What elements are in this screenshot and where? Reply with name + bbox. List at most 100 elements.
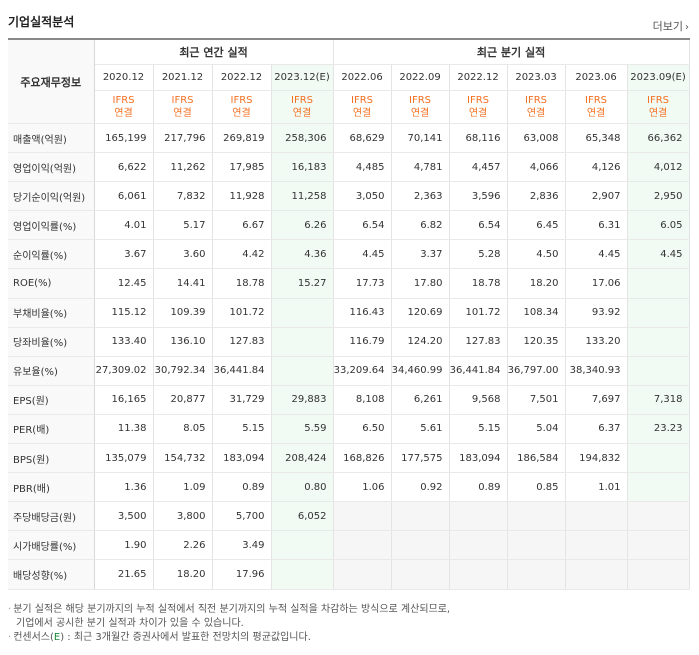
table-cell: 31,729 (212, 384, 272, 415)
table-cell: 11,928 (212, 181, 272, 212)
table-cell: 2,907 (565, 181, 628, 212)
row-label: 당좌비율(%) (8, 327, 95, 357)
table-cell: 16,165 (94, 384, 154, 415)
table-cell: 4.45 (332, 239, 392, 270)
table-cell: 136.10 (153, 327, 213, 357)
table-cell: 17.06 (565, 268, 628, 299)
table-cell (449, 559, 508, 590)
ifrs-header: IFRS 연결 (153, 90, 213, 124)
row-label: PER(배) (8, 414, 95, 445)
row-header-label: 주요재무정보 (8, 38, 95, 124)
row-label: 순이익률(%) (8, 239, 95, 270)
footnote-1-cont: 기업에서 공시한 분기 실적과 차이가 있을 수 있습니다. (16, 618, 244, 629)
period-header: 2022.09 (391, 64, 450, 91)
table-cell (391, 559, 450, 590)
table-cell (627, 472, 690, 503)
consolidated-label: 연결 (173, 108, 192, 119)
table-cell (565, 501, 628, 532)
consolidated-label: 연결 (352, 108, 372, 119)
table-cell: 4,485 (332, 152, 392, 183)
ifrs-header: IFRS 연결 (94, 90, 154, 124)
table-cell: 93.92 (565, 297, 628, 328)
table-cell (332, 559, 392, 590)
table-cell: 4,066 (507, 152, 566, 183)
table-cell: 6.54 (449, 210, 508, 241)
annual-group-header: 최근 연간 실적 (94, 38, 334, 65)
table-row: 부채비율(%) 115.12 109.39 101.72 116.43 120.69 101… (8, 297, 690, 328)
table-row: 영업이익(억원) 6,622 11,262 17,985 16,183 4,485 4,78… (8, 152, 690, 183)
table-cell: 168,826 (332, 443, 392, 474)
table-cell: 36,797.00 (507, 356, 566, 386)
table-cell: 23.23 (627, 414, 690, 445)
table-cell: 133.20 (565, 327, 628, 357)
table-cell: 5.17 (153, 210, 213, 241)
table-cell: 14.41 (153, 268, 213, 299)
table-cell: 6.50 (332, 414, 392, 445)
consolidated-label: 연결 (232, 108, 251, 119)
table-cell: 11,258 (271, 181, 334, 212)
table-cell: 9,568 (449, 384, 508, 415)
ifrs-label: IFRS (171, 95, 194, 106)
table-cell: 0.89 (449, 472, 508, 503)
table-cell: 18.78 (212, 268, 272, 299)
table-cell: 18.20 (507, 268, 566, 299)
table-cell: 186,584 (507, 443, 566, 474)
table-cell (627, 297, 690, 328)
bullet-icon: · (8, 604, 12, 615)
table-cell: 133.40 (94, 327, 154, 357)
table-cell: 12.45 (94, 268, 154, 299)
table-cell: 6,052 (271, 501, 334, 532)
table-cell: 3.49 (212, 530, 272, 561)
ifrs-header: IFRS 연결 (449, 90, 508, 124)
table-row: PER(배) 11.38 8.05 5.15 5.59 6.50 5.61 5.15 5.04 6… (8, 414, 690, 445)
period-header: 2020.12 (94, 64, 154, 91)
table-cell: 27,309.02 (94, 356, 154, 386)
table-cell: 15.27 (271, 268, 334, 299)
table-row: 매출액(억원) 165,199 217,796 269,819 258,306 68,62… (8, 123, 690, 154)
table-cell: 5.04 (507, 414, 566, 445)
table-cell: 135,079 (94, 443, 154, 474)
table-cell (627, 443, 690, 474)
ifrs-label: IFRS (525, 95, 548, 106)
table-cell: 5.59 (271, 414, 334, 445)
table-cell: 18.78 (449, 268, 508, 299)
table-cell: 4.42 (212, 239, 272, 270)
period-header: 2022.06 (332, 64, 392, 91)
row-label: PBR(배) (8, 472, 95, 503)
section-title: 기업실적분석 (8, 15, 75, 29)
table-cell: 6.82 (391, 210, 450, 241)
ifrs-header: IFRS 연결 (332, 90, 392, 124)
table-cell (627, 327, 690, 357)
table-cell: 36,441.84 (449, 356, 508, 386)
table-cell: 6.67 (212, 210, 272, 241)
table-cell (507, 559, 566, 590)
table-cell: 1.01 (565, 472, 628, 503)
table-cell: 38,340.93 (565, 356, 628, 386)
table-cell: 11.38 (94, 414, 154, 445)
table-cell: 4.01 (94, 210, 154, 241)
table-cell: 101.72 (449, 297, 508, 328)
table-cell: 183,094 (449, 443, 508, 474)
table-cell: 177,575 (391, 443, 450, 474)
ifrs-header: IFRS 연결 (391, 90, 450, 124)
table-cell: 0.80 (271, 472, 334, 503)
consolidated-label: 연결 (292, 108, 312, 119)
table-cell (565, 559, 628, 590)
table-cell: 36,441.84 (212, 356, 272, 386)
table-cell: 5.61 (391, 414, 450, 445)
table-cell: 6,261 (391, 384, 450, 415)
table-cell: 5.28 (449, 239, 508, 270)
table-cell: 165,199 (94, 123, 154, 154)
table-cell (271, 559, 334, 590)
table-cell: 34,460.99 (391, 356, 450, 386)
table-row: 영업이익률(%) 4.01 5.17 6.67 6.26 6.54 6.82 6.54 6.45… (8, 210, 690, 241)
more-link[interactable]: 더보기 › (653, 18, 689, 34)
table-cell: 4,126 (565, 152, 628, 183)
table-cell: 63,008 (507, 123, 566, 154)
more-label: 더보기 (652, 20, 683, 33)
table-cell: 4,781 (391, 152, 450, 183)
table-cell: 33,209.64 (332, 356, 392, 386)
ifrs-header: IFRS 연결 (507, 90, 566, 124)
period-header: 2022.12 (212, 64, 272, 91)
table-cell: 4.45 (627, 239, 690, 270)
